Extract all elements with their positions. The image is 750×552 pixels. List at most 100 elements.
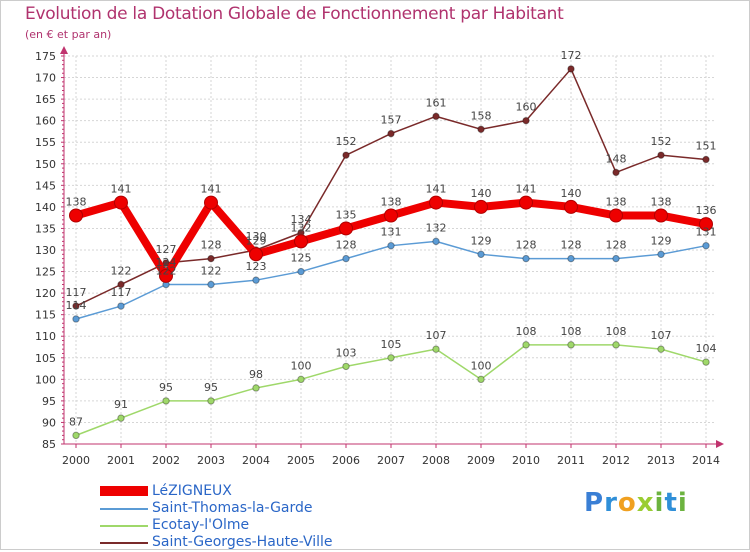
legend-swatch-lezigneux	[100, 486, 148, 496]
y-tick-label: 150	[35, 158, 56, 171]
legend-swatch-ecotay	[100, 525, 148, 527]
logo-letter: i	[654, 488, 665, 518]
data-label-saint-thomas-la-garde: 131	[696, 226, 717, 239]
data-label-saint-thomas-la-garde: 125	[291, 252, 312, 265]
legend-swatch-saint-thomas	[100, 508, 148, 510]
y-tick-label: 105	[35, 352, 56, 365]
y-tick-label: 175	[35, 50, 56, 63]
data-point-saint-thomas-la-garde	[207, 280, 215, 289]
logo-letter: x	[636, 488, 655, 518]
legend-label-saint-georges: Saint-Georges-Haute-Ville	[152, 534, 333, 550]
data-point-l-zigneux	[564, 199, 578, 214]
data-point-l-zigneux	[294, 234, 308, 249]
data-point-l-zigneux	[69, 208, 83, 223]
data-label-saint-georges-haute-ville: 172	[561, 49, 582, 62]
data-label-saint-georges-haute-ville: 160	[516, 101, 537, 114]
data-point-saint-thomas-la-garde	[702, 241, 710, 250]
legend-label-saint-thomas: Saint-Thomas-la-Garde	[152, 500, 313, 516]
data-label-l-zigneux: 138	[381, 196, 402, 209]
y-tick-label: 115	[35, 309, 56, 322]
x-tick-label: 2008	[422, 454, 450, 467]
data-label-saint-georges-haute-ville: 127	[156, 243, 177, 256]
data-point-saint-georges-haute-ville	[567, 65, 575, 73]
data-point-ecotay-l-olme	[207, 397, 215, 405]
data-label-saint-thomas-la-garde: 122	[156, 264, 177, 277]
data-point-ecotay-l-olme	[342, 362, 350, 371]
data-label-ecotay-l-olme: 107	[426, 329, 447, 342]
data-point-saint-georges-haute-ville	[522, 116, 530, 125]
data-point-ecotay-l-olme	[117, 414, 125, 422]
data-label-saint-georges-haute-ville: 152	[336, 135, 357, 148]
data-label-l-zigneux: 141	[111, 183, 132, 196]
data-point-saint-thomas-la-garde	[567, 254, 575, 263]
data-point-saint-thomas-la-garde	[342, 254, 350, 263]
data-point-l-zigneux	[699, 217, 713, 232]
data-point-l-zigneux	[204, 195, 218, 210]
data-point-ecotay-l-olme	[612, 341, 620, 349]
x-tick-label: 2012	[602, 454, 630, 467]
data-label-ecotay-l-olme: 87	[69, 415, 83, 428]
data-point-ecotay-l-olme	[72, 431, 80, 440]
data-point-saint-thomas-la-garde	[117, 302, 125, 310]
x-tick-label: 2009	[467, 454, 495, 467]
x-tick-label: 2004	[242, 454, 270, 467]
data-point-l-zigneux	[429, 195, 443, 210]
data-label-l-zigneux: 141	[516, 183, 537, 196]
data-label-ecotay-l-olme: 98	[249, 368, 263, 381]
x-tick-label: 2001	[107, 454, 135, 467]
data-label-saint-georges-haute-ville: 128	[201, 239, 222, 252]
x-tick-label: 2013	[647, 454, 675, 467]
data-label-saint-thomas-la-garde: 123	[246, 260, 267, 273]
y-tick-label: 90	[42, 416, 56, 429]
data-point-l-zigneux	[114, 195, 128, 210]
data-point-l-zigneux	[249, 247, 263, 262]
data-label-saint-thomas-la-garde: 131	[381, 226, 402, 239]
data-label-saint-georges-haute-ville: 158	[471, 109, 492, 122]
logo-letter: o	[617, 488, 637, 518]
data-label-saint-georges-haute-ville: 157	[381, 114, 402, 127]
data-point-ecotay-l-olme	[387, 354, 395, 362]
data-label-ecotay-l-olme: 108	[606, 325, 627, 338]
data-label-ecotay-l-olme: 91	[114, 398, 128, 411]
data-point-saint-thomas-la-garde	[477, 250, 485, 259]
y-axis-arrow	[60, 46, 68, 54]
data-point-l-zigneux	[654, 208, 668, 223]
data-label-saint-georges-haute-ville: 117	[66, 286, 87, 299]
data-label-ecotay-l-olme: 107	[651, 329, 672, 342]
data-point-ecotay-l-olme	[162, 397, 170, 405]
data-label-l-zigneux: 138	[66, 196, 87, 209]
data-label-saint-thomas-la-garde: 129	[471, 234, 492, 247]
data-point-saint-thomas-la-garde	[252, 276, 260, 284]
data-point-saint-georges-haute-ville	[162, 259, 170, 267]
data-point-saint-thomas-la-garde	[522, 254, 530, 263]
data-label-ecotay-l-olme: 95	[159, 381, 173, 394]
data-label-saint-thomas-la-garde: 128	[516, 239, 537, 252]
data-point-ecotay-l-olme	[252, 384, 260, 392]
data-point-saint-georges-haute-ville	[432, 112, 440, 121]
y-tick-label: 85	[42, 438, 56, 451]
data-label-saint-georges-haute-ville: 134	[291, 213, 312, 226]
data-label-saint-thomas-la-garde: 114	[66, 299, 87, 312]
data-point-saint-georges-haute-ville	[207, 254, 215, 263]
data-label-l-zigneux: 141	[426, 183, 447, 196]
x-tick-label: 2014	[692, 454, 720, 467]
data-label-l-zigneux: 132	[291, 221, 312, 234]
data-label-l-zigneux: 140	[471, 187, 492, 200]
data-point-saint-thomas-la-garde	[387, 241, 395, 250]
data-point-saint-georges-haute-ville	[612, 168, 620, 177]
proxiti-logo: Proxiti	[584, 488, 688, 518]
data-point-saint-georges-haute-ville	[342, 151, 350, 159]
y-tick-label: 155	[35, 136, 56, 149]
y-tick-label: 165	[35, 93, 56, 106]
data-point-ecotay-l-olme	[432, 345, 440, 353]
logo-letter: t	[664, 488, 678, 518]
legend-label-ecotay: Ecotay-l'Olme	[152, 517, 250, 533]
data-label-l-zigneux: 124	[156, 256, 177, 269]
data-point-ecotay-l-olme	[477, 375, 485, 384]
chart-subtitle: (en € et par an)	[25, 28, 112, 41]
data-label-l-zigneux: 138	[651, 196, 672, 209]
x-tick-label: 2006	[332, 454, 360, 467]
y-tick-label: 100	[35, 373, 56, 386]
logo-letter: r	[604, 488, 618, 518]
